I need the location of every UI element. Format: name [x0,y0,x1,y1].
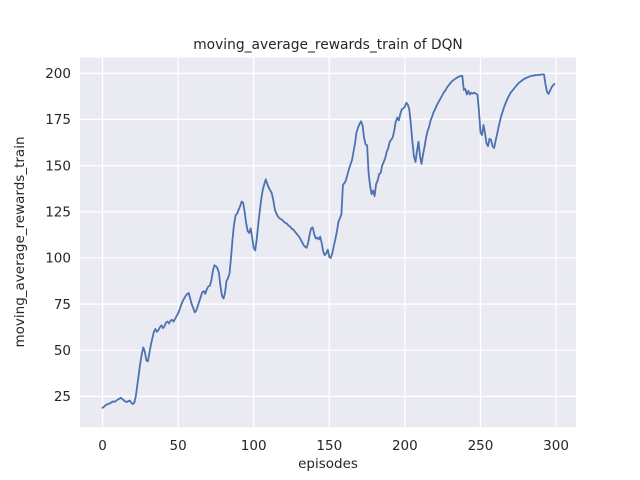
reward-line [101,73,556,409]
y-tick-label: 75 [54,297,71,313]
x-tick-label: 300 [543,438,569,454]
y-tick-label: 125 [45,205,71,221]
y-tick-label: 50 [54,343,71,359]
y-tick-label: 200 [45,66,71,82]
y-tick-label: 150 [45,158,71,174]
x-tick-label: 50 [170,438,187,454]
y-axis-label: moving_average_rewards_train [12,136,28,348]
x-tick-label: 250 [468,438,494,454]
x-tick-label: 150 [316,438,342,454]
chart-title: moving_average_rewards_train of DQN [193,37,463,53]
x-tick-label: 100 [241,438,267,454]
y-tick-label: 100 [45,251,71,267]
y-tick-label: 175 [45,112,71,128]
x-tick-label: 0 [98,438,107,454]
y-tick-label: 25 [54,389,71,405]
x-tick-label: 200 [392,438,418,454]
x-axis-label: episodes [298,456,358,472]
